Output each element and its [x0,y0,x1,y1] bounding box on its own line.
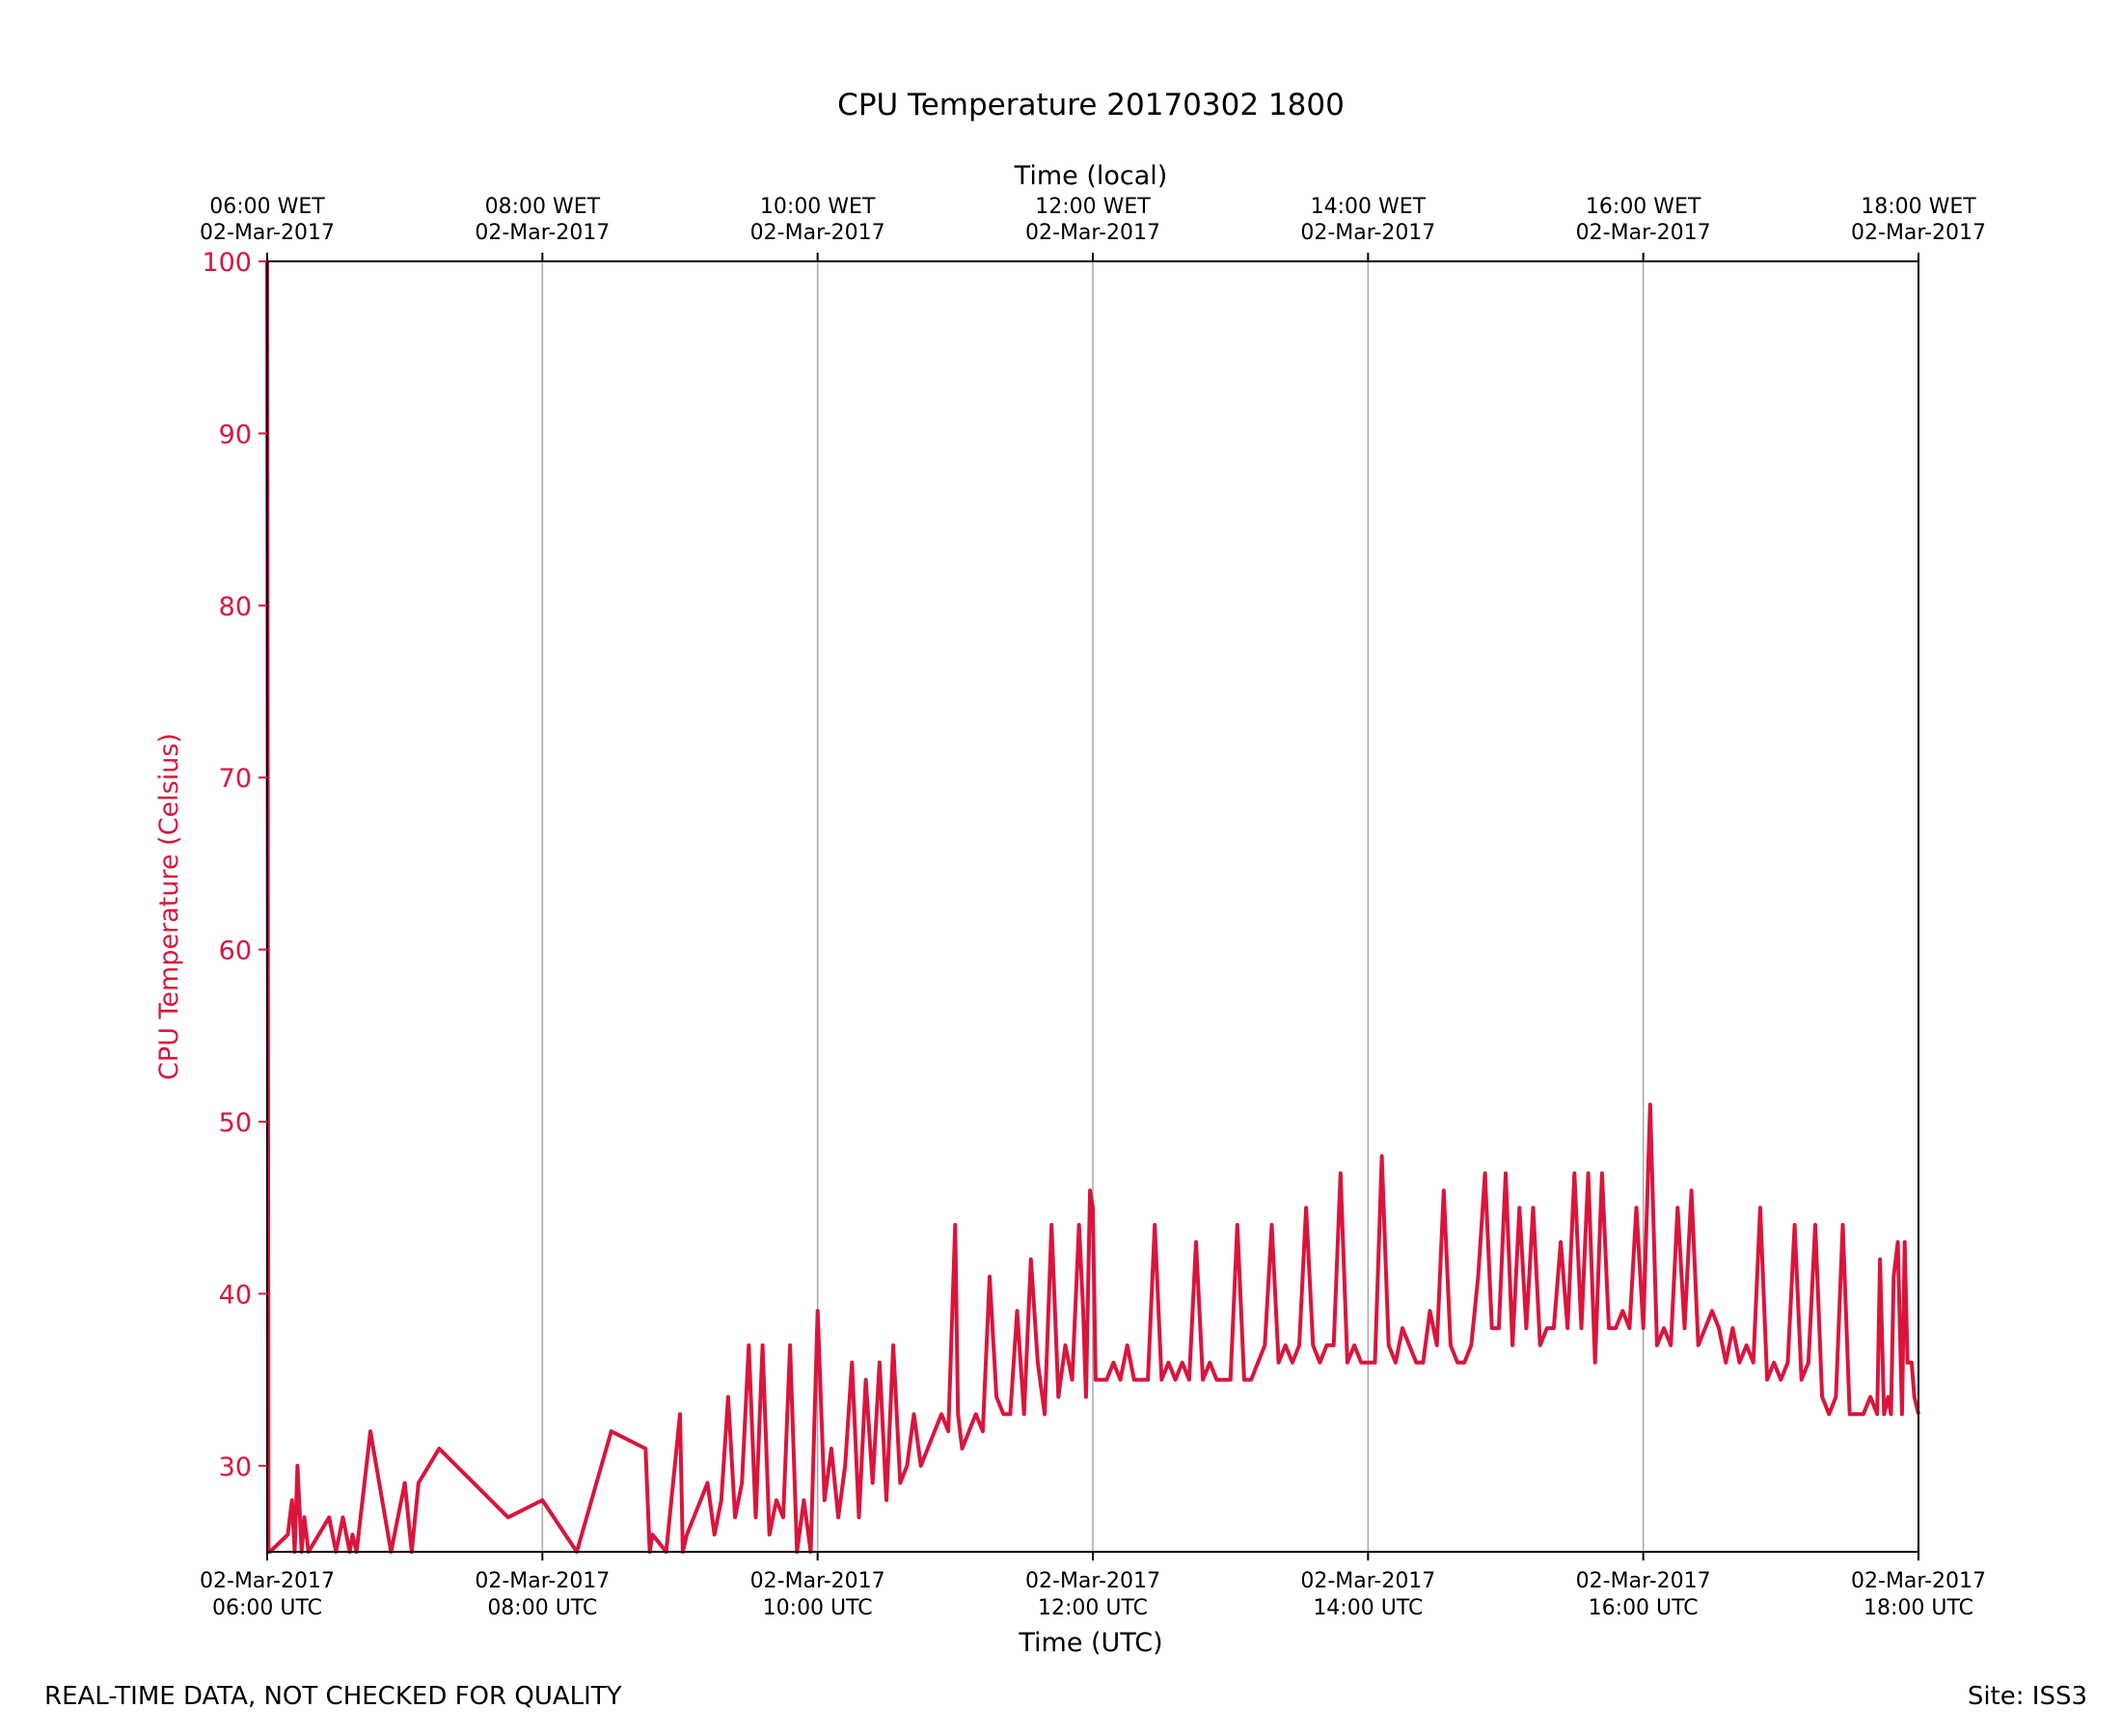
top-tick-time: 14:00 WET [1311,195,1427,219]
x-axis: 02-Mar-2017 06:00 UTC 02-Mar-2017 08:00 UTC… [200,195,1986,1620]
x-tick-time: 06:00 UTC [212,1596,322,1620]
x-tick-time: 08:00 UTC [487,1596,597,1620]
y-tick-label: 80 [219,592,252,622]
top-tick-date: 02-Mar-2017 [200,221,335,245]
top-tick-time: 16:00 WET [1586,195,1701,219]
quality-disclaimer: REAL-TIME DATA, NOT CHECKED FOR QUALITY [44,1682,622,1711]
x-tick-time: 16:00 UTC [1589,1596,1699,1620]
x-axis-label: Time (UTC) [1018,1628,1162,1658]
y-tick-label: 30 [219,1452,252,1482]
cpu-temperature-line [265,260,1920,1554]
chart-title: CPU Temperature 20170302 1800 [837,88,1345,122]
grid-lines [541,261,1645,1552]
top-tick-time: 06:00 WET [209,195,325,219]
y-tick-label: 100 [202,248,252,278]
top-tick-date: 02-Mar-2017 [1576,221,1711,245]
y-tick-label: 60 [219,936,252,966]
x-tick-time: 12:00 UTC [1038,1596,1148,1620]
x-tick-time: 10:00 UTC [763,1596,873,1620]
x-tick-date: 02-Mar-2017 [1025,1569,1160,1593]
series-layer [265,260,1920,1554]
top-tick-date: 02-Mar-2017 [750,221,885,245]
x-tick-date: 02-Mar-2017 [750,1569,885,1593]
x-tick-date: 02-Mar-2017 [1851,1569,1986,1593]
y-tick-label: 40 [219,1280,252,1310]
top-tick-time: 10:00 WET [760,195,876,219]
site-label: Site: ISS3 [1967,1682,2087,1711]
top-tick-time: 12:00 WET [1035,195,1151,219]
y-axis-label: CPU Temperature (Celsius) [154,733,184,1080]
y-axis: 30 40 50 60 70 80 90 100 [202,248,267,1482]
x-tick-time: 18:00 UTC [1864,1596,1973,1620]
y-tick-label: 50 [219,1108,252,1138]
top-tick-time: 08:00 WET [485,195,601,219]
x-tick-date: 02-Mar-2017 [1300,1569,1435,1593]
x-tick-date: 02-Mar-2017 [1576,1569,1711,1593]
y-tick-label: 90 [219,420,252,449]
x-tick-date: 02-Mar-2017 [475,1569,610,1593]
x-tick-date: 02-Mar-2017 [200,1569,335,1593]
y-tick-label: 70 [219,764,252,794]
top-tick-date: 02-Mar-2017 [1851,221,1986,245]
top-tick-date: 02-Mar-2017 [1300,221,1435,245]
x-tick-time: 14:00 UTC [1313,1596,1423,1620]
top-tick-date: 02-Mar-2017 [1025,221,1160,245]
top-axis-label: Time (local) [1014,161,1168,191]
top-tick-time: 18:00 WET [1861,195,1976,219]
top-tick-date: 02-Mar-2017 [475,221,610,245]
